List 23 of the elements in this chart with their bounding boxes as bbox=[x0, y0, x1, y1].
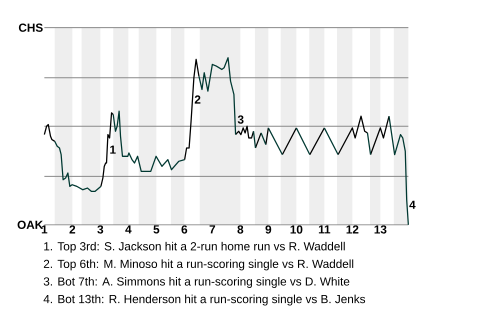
ref-line-label: OAK bbox=[18, 220, 44, 230]
text: 2. Top 6th: M. Minoso hit a run-scoring single vs R. Waddell bbox=[44, 260, 354, 270]
x-tick-label: 11 bbox=[318, 225, 330, 234]
text: 4. Bot 13th: R. Henderson hit a run-scoring single vs B. Jenks bbox=[44, 294, 366, 306]
annotation: 2 bbox=[194, 96, 200, 104]
x-tick-label: 4 bbox=[125, 225, 132, 234]
annotation: 4 bbox=[409, 200, 416, 209]
annotation: 3 bbox=[238, 116, 244, 124]
x-tick-label: 12 bbox=[346, 225, 358, 234]
x-tick-label: 10 bbox=[290, 225, 302, 234]
text: 3. Bot 7th: A. Simmons hit a run-scoring single vs D. White bbox=[44, 277, 350, 288]
x-tick-label: 6 bbox=[182, 225, 188, 234]
x-tick-label: 3 bbox=[97, 225, 104, 234]
x-tick-label: 7 bbox=[210, 225, 216, 234]
text: 1. Top 3rd: S. Jackson hit a 2-run home run vs R. Waddell bbox=[44, 242, 345, 253]
x-tick-label: 1 bbox=[42, 225, 48, 234]
x-tick-label: 13 bbox=[374, 225, 386, 234]
x-tick-label: 2 bbox=[70, 225, 76, 234]
ref-line-label: CHS bbox=[18, 24, 43, 32]
x-tick-label: 9 bbox=[266, 225, 272, 234]
x-tick-label: 8 bbox=[237, 225, 244, 234]
annotation: 1 bbox=[110, 146, 116, 154]
x-tick-label: 5 bbox=[153, 225, 160, 234]
